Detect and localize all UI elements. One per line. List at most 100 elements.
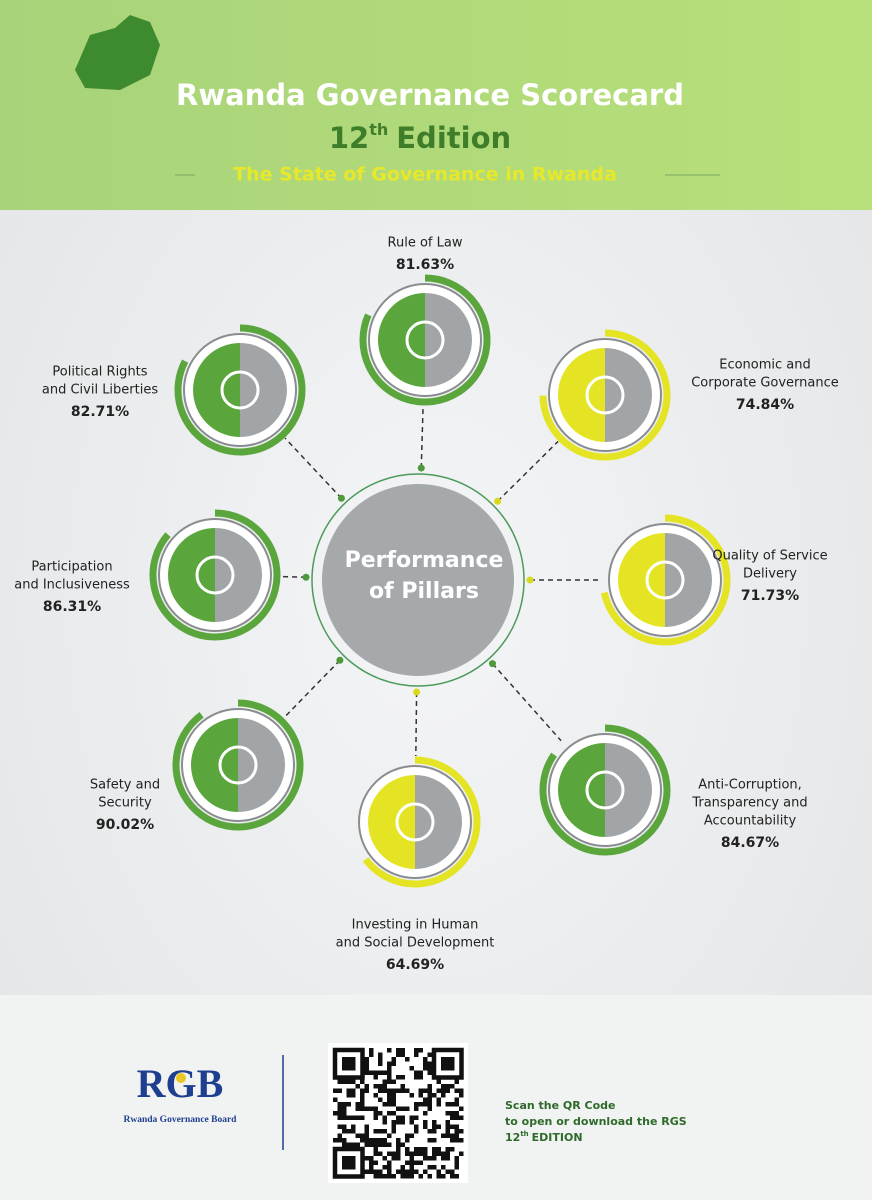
qr-module <box>423 1111 428 1116</box>
pillar-name: Safety and <box>90 778 160 793</box>
pillar-name: Delivery <box>743 567 797 582</box>
qr-module <box>432 1138 437 1143</box>
qr-module <box>396 1120 401 1125</box>
pillar-score: 82.71% <box>71 404 129 420</box>
pillar-half <box>605 348 652 442</box>
qr-module <box>409 1115 414 1120</box>
qr-module <box>391 1129 396 1134</box>
qr-module <box>387 1133 392 1138</box>
qr-module <box>450 1102 455 1107</box>
pillar-half <box>665 533 712 627</box>
qr-finder <box>332 1047 365 1080</box>
qr-module <box>450 1115 455 1120</box>
qr-module <box>391 1061 396 1066</box>
qr-module <box>364 1088 369 1093</box>
qr-module <box>337 1133 342 1138</box>
qr-module <box>427 1138 432 1143</box>
connector-dot <box>336 656 344 664</box>
qr-module <box>337 1115 342 1120</box>
qr-module <box>373 1093 378 1098</box>
qr-module <box>436 1147 441 1152</box>
qr-module <box>382 1138 387 1143</box>
qr-module <box>396 1088 401 1093</box>
qr-module <box>373 1160 378 1165</box>
qr-module <box>423 1124 428 1129</box>
qr-module <box>409 1156 414 1161</box>
qr-module <box>387 1169 392 1174</box>
qr-module <box>346 1102 351 1107</box>
pillar-half <box>193 343 240 437</box>
qr-module <box>445 1169 450 1174</box>
connector <box>491 663 562 742</box>
qr-module <box>400 1088 405 1093</box>
qr-module <box>454 1133 459 1138</box>
qr-module <box>387 1142 392 1147</box>
qr-module <box>400 1174 405 1179</box>
qr-edition-number: 12 <box>505 1131 520 1144</box>
qr-module <box>454 1138 459 1143</box>
qr-module <box>396 1147 401 1152</box>
qr-module <box>441 1084 446 1089</box>
pillar-half <box>191 718 238 812</box>
qr-module <box>382 1070 387 1075</box>
qr-module <box>432 1120 437 1125</box>
qr-module <box>346 1115 351 1120</box>
qr-module <box>346 1093 351 1098</box>
qr-module <box>405 1174 410 1179</box>
pillar-half <box>240 343 287 437</box>
qr-module <box>436 1079 441 1084</box>
qr-module <box>360 1106 365 1111</box>
qr-module <box>369 1160 374 1165</box>
qr-module <box>360 1102 365 1107</box>
qr-module <box>459 1088 464 1093</box>
qr-module <box>333 1111 338 1116</box>
qr-module <box>373 1111 378 1116</box>
qr-module <box>382 1165 387 1170</box>
pillars-diagram: Rule of Law 81.63% Economic and Corporate G… <box>14 236 839 974</box>
score-arc <box>539 724 671 856</box>
center-ring <box>311 473 525 687</box>
score-arc <box>539 329 671 461</box>
qr-module <box>391 1093 396 1098</box>
qr-module <box>400 1142 405 1147</box>
center-text: of Pillars <box>369 579 479 604</box>
qr-module <box>382 1088 387 1093</box>
qr-module <box>396 1106 401 1111</box>
qr-module <box>441 1133 446 1138</box>
qr-module <box>400 1120 405 1125</box>
qr-module <box>427 1156 432 1161</box>
qr-module <box>373 1070 378 1075</box>
qr-module <box>409 1066 414 1071</box>
pillar-name: Accountability <box>704 814 797 829</box>
qr-module <box>373 1147 378 1152</box>
qr-module <box>432 1147 437 1152</box>
qr-module <box>405 1151 410 1156</box>
qr-module <box>360 1097 365 1102</box>
qr-module <box>423 1169 428 1174</box>
qr-module <box>382 1102 387 1107</box>
qr-module <box>369 1048 374 1053</box>
qr-module <box>405 1088 410 1093</box>
qr-code <box>328 1043 468 1183</box>
qr-module <box>373 1138 378 1143</box>
connector <box>284 437 342 499</box>
qr-finder <box>441 1057 455 1071</box>
qr-module <box>337 1124 342 1129</box>
qr-module <box>387 1079 392 1084</box>
score-arc <box>359 274 491 406</box>
qr-module <box>396 1142 401 1147</box>
qr-module <box>409 1169 414 1174</box>
score-arc <box>172 699 304 831</box>
qr-module <box>418 1048 423 1053</box>
qr-module <box>373 1115 378 1120</box>
pillar-score: 64.69% <box>386 957 444 973</box>
qr-module <box>333 1138 338 1143</box>
qr-module <box>391 1097 396 1102</box>
qr-module <box>400 1115 405 1120</box>
qr-module <box>441 1165 446 1170</box>
qr-module <box>342 1102 347 1107</box>
qr-module <box>405 1133 410 1138</box>
qr-module <box>364 1142 369 1147</box>
pillar-icon <box>405 320 445 360</box>
